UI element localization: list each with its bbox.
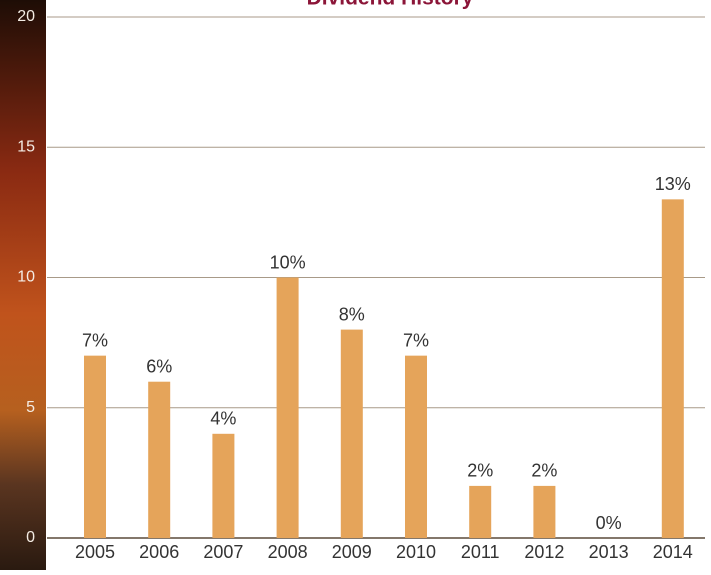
value-label: 2% (531, 461, 557, 481)
value-label: 7% (82, 330, 108, 350)
y-tick-label: 20 (17, 8, 35, 25)
x-tick-label: 2011 (461, 542, 500, 562)
y-tick-label: 10 (17, 269, 35, 286)
x-tick-label: 2006 (139, 542, 179, 562)
value-label: 4% (210, 409, 236, 429)
bar (341, 330, 363, 538)
value-label: 13% (655, 174, 691, 194)
x-tick-label: 2012 (524, 542, 564, 562)
x-tick-label: 2010 (396, 542, 436, 562)
bar (212, 434, 234, 538)
y-tick-label: 15 (17, 138, 35, 155)
value-label: 2% (467, 461, 493, 481)
y-tick-label: 0 (26, 529, 35, 546)
x-tick-label: 2008 (268, 542, 308, 562)
x-tick-label: 2007 (203, 542, 243, 562)
bar (533, 486, 555, 538)
bar (148, 382, 170, 538)
x-tick-label: 2009 (332, 542, 372, 562)
x-tick-label: 2005 (75, 542, 115, 562)
chart: Dividend History 0 5 10 15 20 2005 7% 2006 6% 200… (0, 0, 711, 570)
bar (277, 278, 299, 539)
bar (469, 486, 491, 538)
y-tick-label: 5 (26, 399, 35, 416)
bar (405, 356, 427, 538)
bar (662, 199, 684, 538)
value-label: 0% (596, 513, 622, 533)
x-tick-label: 2014 (653, 542, 693, 562)
bar (84, 356, 106, 538)
value-label: 6% (146, 356, 172, 376)
x-tick-label: 2013 (589, 542, 629, 562)
chart-title: Dividend History (307, 0, 474, 10)
value-label: 7% (403, 330, 429, 350)
page: Dividend History 0 5 10 15 20 2005 7% 2006 6% 200… (0, 0, 711, 570)
value-label: 8% (339, 304, 365, 324)
value-label: 10% (270, 252, 306, 272)
